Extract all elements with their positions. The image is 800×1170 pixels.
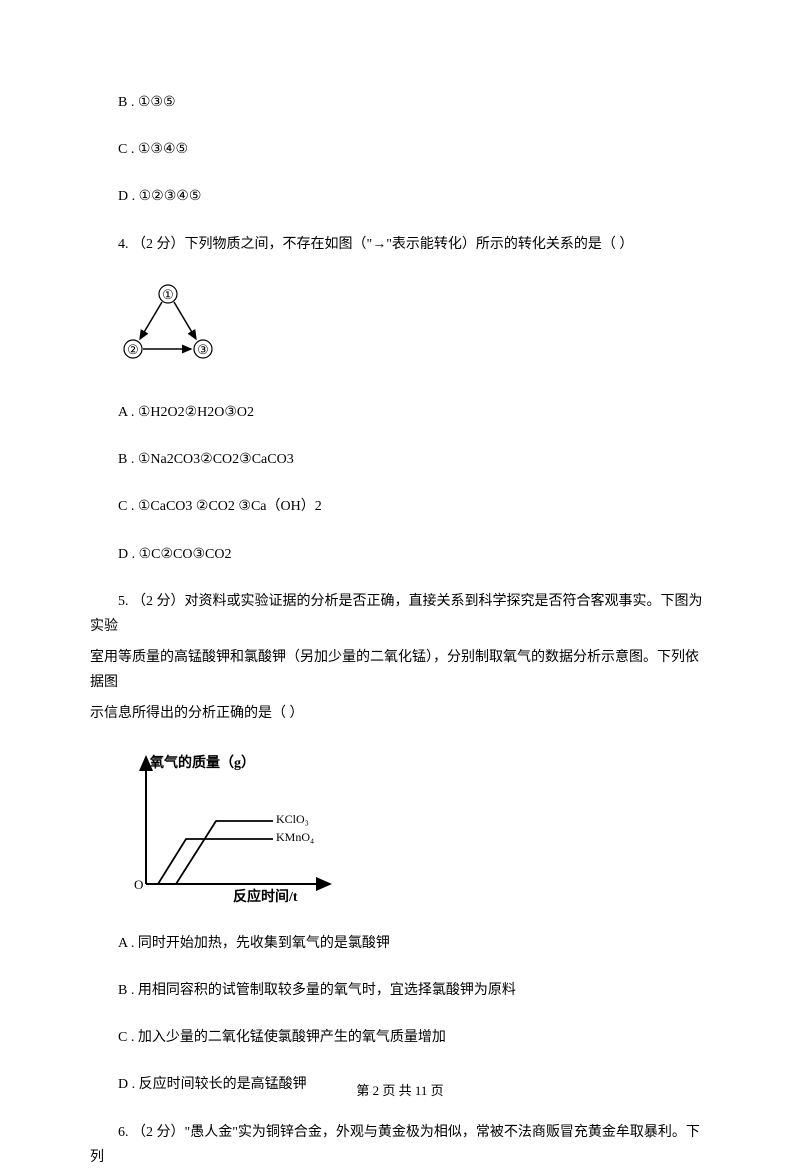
chart-ylabel: 氧气的质量（g） bbox=[149, 754, 255, 771]
option-c-prev: C . ①③④⑤ bbox=[90, 137, 710, 162]
q4-option-a: A . ①H2O2②H2O③O2 bbox=[90, 400, 710, 425]
q5-stem-line1: 5. （2 分）对资料或实验证据的分析是否正确，直接关系到科学探究是否符合客观事… bbox=[90, 589, 710, 639]
node-left-label: ② bbox=[127, 342, 139, 357]
q5-option-b: B . 用相同容积的试管制取较多量的氧气时，宜选择氯酸钾为原料 bbox=[90, 978, 710, 1003]
q5-chart: 氧气的质量（g） 反应时间/t O KMnO₄ KClO₃ bbox=[118, 749, 710, 913]
chart-origin: O bbox=[134, 877, 143, 892]
option-d-prev: D . ①②③④⑤ bbox=[90, 184, 710, 209]
chart-xlabel: 反应时间/t bbox=[233, 888, 298, 904]
q4-diagram: ① ② ③ bbox=[118, 279, 710, 378]
chart-line1-label: KClO₃ bbox=[276, 812, 309, 826]
node-top-label: ① bbox=[162, 287, 174, 302]
q5-option-a: A . 同时开始加热，先收集到氧气的是氯酸钾 bbox=[90, 931, 710, 956]
option-b-prev: B . ①③⑤ bbox=[90, 90, 710, 115]
page-footer: 第 2 页 共 11 页 bbox=[0, 1079, 800, 1102]
q6-stem: 6. （2 分）"愚人金"实为铜锌合金，外观与黄金极为相似，常被不法商贩冒充黄金… bbox=[90, 1120, 710, 1170]
q5-option-c: C . 加入少量的二氧化锰使氯酸钾产生的氧气质量增加 bbox=[90, 1025, 710, 1050]
q5-stem-line3: 示信息所得出的分析正确的是（ ） bbox=[90, 701, 710, 726]
q4-option-b: B . ①Na2CO3②CO2③CaCO3 bbox=[90, 447, 710, 472]
q4-option-c: C . ①CaCO3 ②CO2 ③Ca（OH）2 bbox=[90, 494, 710, 519]
node-right-label: ③ bbox=[197, 342, 209, 357]
chart-line2-label: KMnO₄ bbox=[276, 830, 314, 844]
q4-stem: 4. （2 分）下列物质之间，不存在如图（"→"表示能转化）所示的转化关系的是（… bbox=[90, 232, 710, 257]
q5-stem-line2: 室用等质量的高锰酸钾和氯酸钾（另加少量的二氧化锰），分别制取氧气的数据分析示意图… bbox=[90, 645, 710, 695]
q4-option-d: D . ①C②CO③CO2 bbox=[90, 542, 710, 567]
